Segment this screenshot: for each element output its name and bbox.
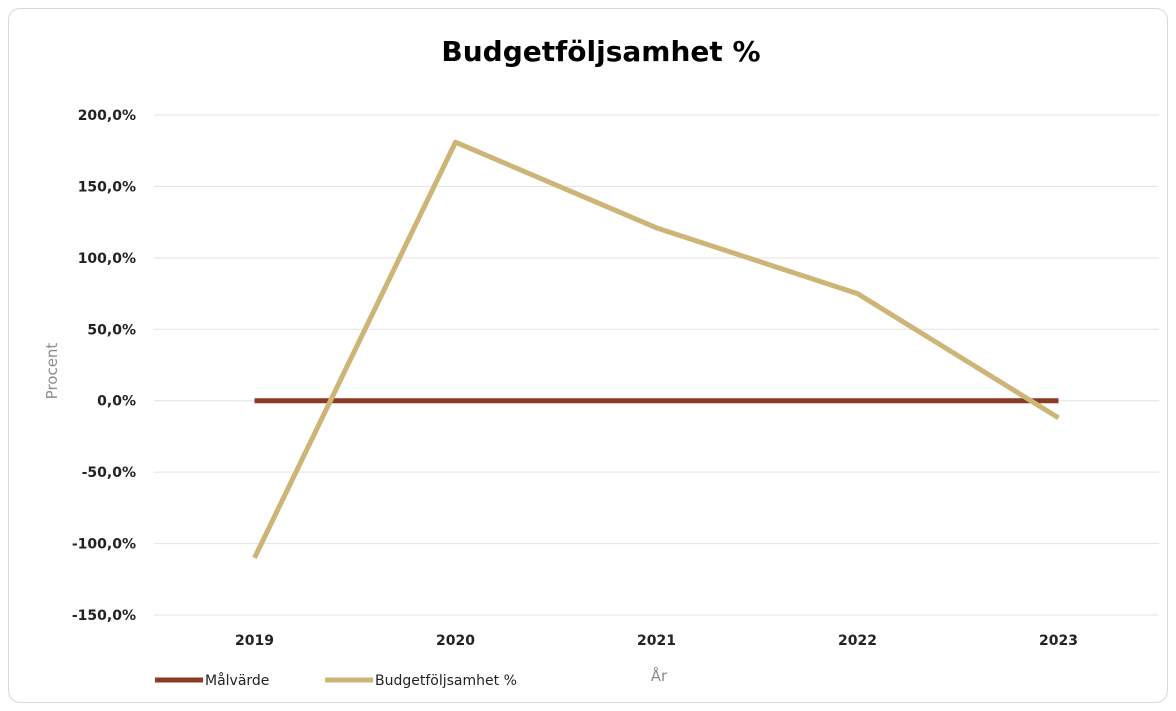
- legend: Målvärde Budgetföljsamhet %: [155, 672, 517, 689]
- y-axis-label: Procent: [43, 343, 61, 400]
- x-tick-label: 2020: [436, 633, 475, 649]
- x-axis-ticks: 2019 2020 2021 2022 2023: [235, 633, 1078, 649]
- y-tick-label: 200,0%: [78, 108, 136, 124]
- y-tick-label: 0,0%: [97, 394, 136, 410]
- y-tick-label: 150,0%: [78, 179, 136, 195]
- legend-label-2: Budgetföljsamhet %: [375, 673, 517, 689]
- gridlines: [154, 114, 1159, 616]
- x-axis-label: År: [651, 666, 668, 685]
- x-tick-label: 2019: [235, 633, 274, 649]
- legend-label-1: Målvärde: [205, 672, 269, 689]
- chart-frame: Budgetföljsamhet % 200,0% 150,0% 100,0% 50,…: [8, 8, 1168, 703]
- chart-title: Budgetföljsamhet %: [441, 35, 760, 68]
- y-tick-label: 100,0%: [78, 251, 136, 267]
- y-tick-label: -50,0%: [82, 465, 136, 481]
- y-tick-label: -150,0%: [72, 608, 136, 624]
- y-axis-ticks: 200,0% 150,0% 100,0% 50,0% 0,0% -50,0% -100,0%…: [72, 108, 136, 624]
- series-lines: [252, 139, 1060, 559]
- x-tick-label: 2021: [637, 633, 676, 649]
- series-line-2: [252, 139, 1060, 559]
- x-tick-label: 2022: [838, 633, 877, 649]
- x-tick-label: 2023: [1039, 633, 1078, 649]
- y-tick-label: -100,0%: [72, 537, 136, 553]
- y-tick-label: 50,0%: [87, 322, 136, 338]
- line-chart: Budgetföljsamhet % 200,0% 150,0% 100,0% 50,…: [43, 35, 1159, 689]
